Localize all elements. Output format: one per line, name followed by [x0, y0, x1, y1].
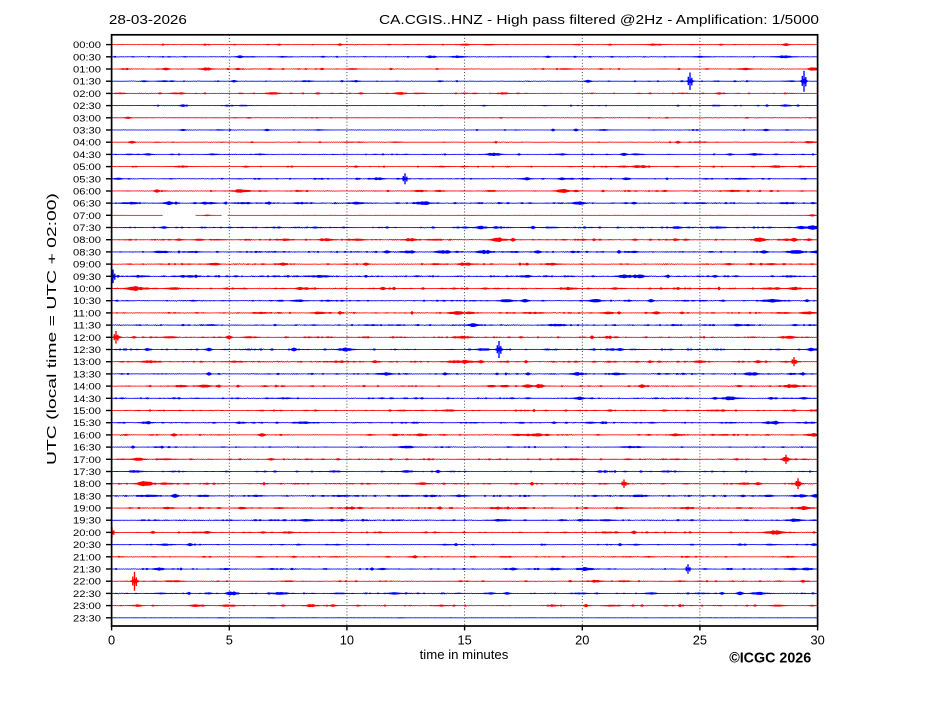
- svg-text:20:00: 20:00: [73, 528, 101, 539]
- svg-text:22:00: 22:00: [73, 577, 101, 588]
- svg-text:©ICGC 2026: ©ICGC 2026: [729, 650, 811, 667]
- svg-text:28-03-2026: 28-03-2026: [109, 12, 187, 27]
- svg-text:13:30: 13:30: [73, 369, 101, 380]
- svg-text:04:30: 04:30: [73, 150, 101, 161]
- svg-text:10:00: 10:00: [73, 284, 101, 295]
- svg-text:UTC (local time = UTC + 02:00): UTC (local time = UTC + 02:00): [44, 193, 59, 465]
- svg-text:19:00: 19:00: [73, 504, 101, 515]
- svg-text:01:30: 01:30: [73, 77, 101, 88]
- svg-text:06:30: 06:30: [73, 199, 101, 210]
- svg-text:12:00: 12:00: [73, 333, 101, 344]
- svg-text:20: 20: [575, 633, 589, 648]
- svg-text:08:30: 08:30: [73, 247, 101, 258]
- svg-text:11:00: 11:00: [73, 308, 101, 319]
- svg-text:15: 15: [457, 633, 471, 648]
- svg-text:18:30: 18:30: [73, 491, 101, 502]
- svg-text:07:00: 07:00: [73, 211, 101, 222]
- svg-text:08:00: 08:00: [73, 235, 101, 246]
- svg-text:time in minutes: time in minutes: [420, 647, 509, 662]
- svg-text:00:00: 00:00: [73, 40, 101, 51]
- svg-text:19:30: 19:30: [73, 516, 101, 527]
- svg-text:13:00: 13:00: [73, 357, 101, 368]
- svg-text:07:30: 07:30: [73, 223, 101, 234]
- svg-text:17:00: 17:00: [73, 455, 101, 466]
- svg-text:15:00: 15:00: [73, 406, 101, 417]
- svg-text:05:30: 05:30: [73, 174, 101, 185]
- svg-text:23:00: 23:00: [73, 601, 101, 612]
- svg-text:16:00: 16:00: [73, 430, 101, 441]
- svg-text:17:30: 17:30: [73, 467, 101, 478]
- svg-text:21:30: 21:30: [73, 565, 101, 576]
- svg-text:05:00: 05:00: [73, 162, 101, 173]
- svg-text:10:30: 10:30: [73, 296, 101, 307]
- svg-text:12:30: 12:30: [73, 345, 101, 356]
- svg-text:22:30: 22:30: [73, 589, 101, 600]
- svg-text:01:00: 01:00: [73, 65, 101, 76]
- svg-text:06:00: 06:00: [73, 187, 101, 198]
- svg-text:16:30: 16:30: [73, 443, 101, 454]
- svg-text:CA.CGIS..HNZ - High pass filte: CA.CGIS..HNZ - High pass filtered @2Hz -…: [379, 12, 819, 27]
- svg-text:14:30: 14:30: [73, 394, 101, 405]
- svg-text:15:30: 15:30: [73, 418, 101, 429]
- svg-text:04:00: 04:00: [73, 138, 101, 149]
- svg-text:25: 25: [693, 633, 707, 648]
- svg-text:20:30: 20:30: [73, 540, 101, 551]
- svg-text:30: 30: [810, 633, 824, 648]
- svg-text:02:30: 02:30: [73, 101, 101, 112]
- svg-text:00:30: 00:30: [73, 52, 101, 63]
- svg-text:18:00: 18:00: [73, 479, 101, 490]
- svg-text:09:00: 09:00: [73, 260, 101, 271]
- svg-text:14:00: 14:00: [73, 382, 101, 393]
- svg-text:03:30: 03:30: [73, 126, 101, 137]
- svg-text:03:00: 03:00: [73, 113, 101, 124]
- svg-text:10: 10: [340, 633, 354, 648]
- svg-text:09:30: 09:30: [73, 272, 101, 283]
- svg-text:11:30: 11:30: [73, 321, 101, 332]
- svg-text:5: 5: [226, 633, 233, 648]
- svg-text:02:00: 02:00: [73, 89, 101, 100]
- svg-text:23:30: 23:30: [73, 613, 101, 624]
- svg-text:21:00: 21:00: [73, 552, 101, 563]
- svg-text:0: 0: [108, 633, 115, 648]
